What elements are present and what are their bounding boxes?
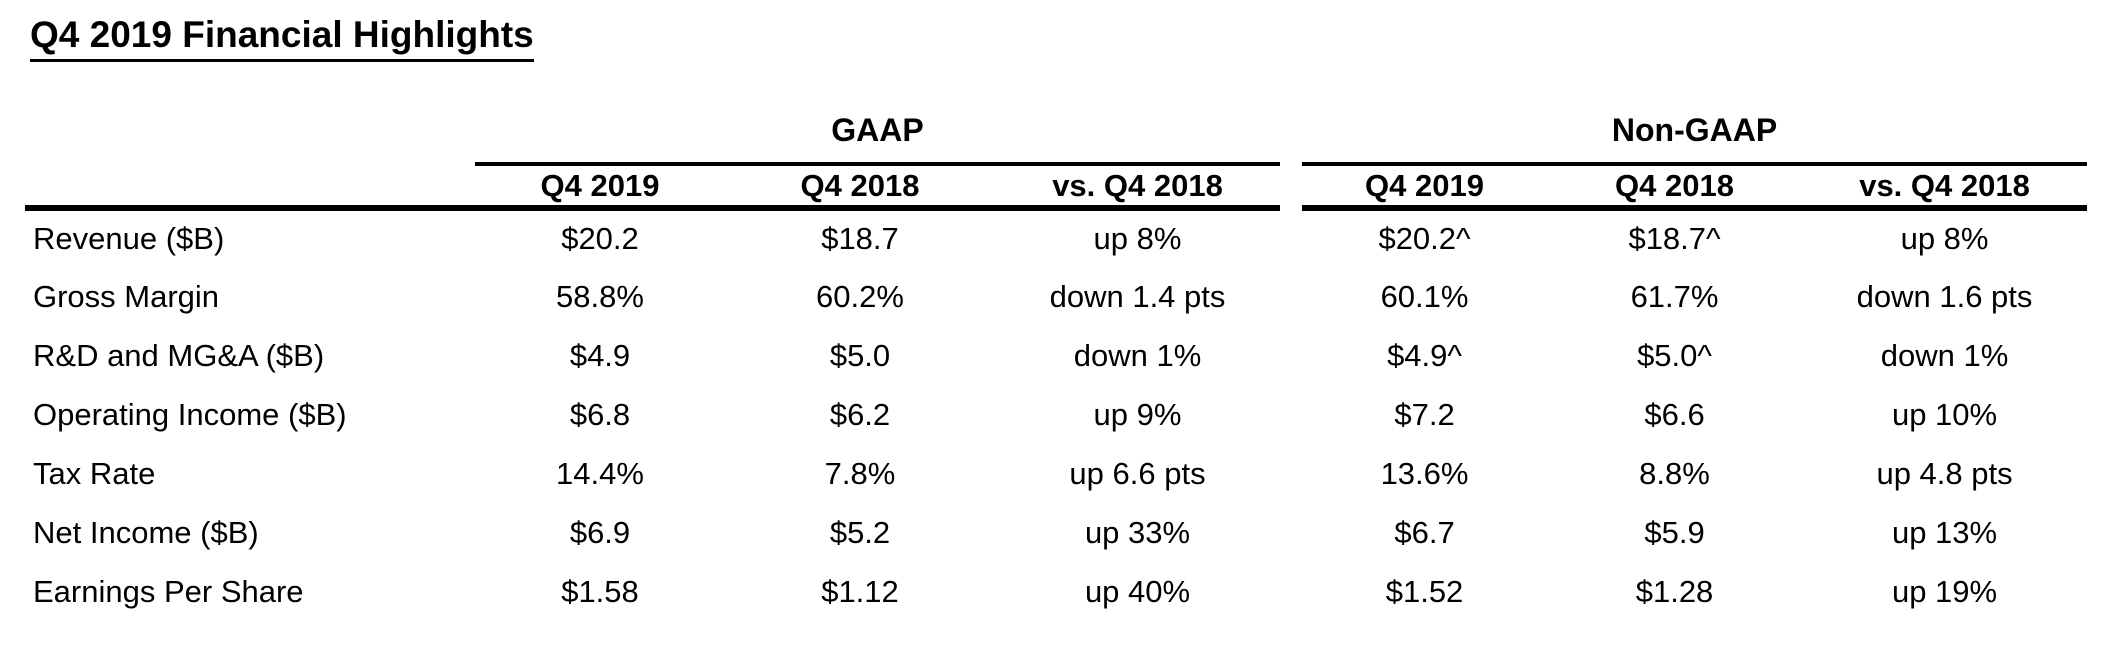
cell-gaap-vs-q4-2018: down 1.4 pts [1049,278,1226,314]
cell-gaap-q4-2018: $5.2 [829,514,891,550]
cell-gaap-q4-2019: $4.9 [569,337,631,373]
cell-nongaap-vs-q4-2018: up 10% [1891,396,1998,432]
cell-nongaap-vs-q4-2018: up 19% [1891,573,1998,609]
cell-gap [1280,385,1302,444]
cell-gaap-vs-q4-2018: up 9% [1093,396,1182,432]
cell-gaap-q4-2018: $5.0 [829,337,891,373]
cell-nongaap-q4-2019: $6.7 [1394,514,1455,550]
row-label: R&D and MG&A ($B) [33,337,325,373]
cell-nongaap-vs-q4-2018: up 8% [1900,221,1989,257]
subheader-gaap-q4-2018: Q4 2018 [725,163,995,211]
subheader-gaap-vs-q4-2018: vs. Q4 2018 [995,163,1281,211]
cell-gaap-q4-2018: 7.8% [824,455,896,491]
cell-nongaap-vs-q4-2018: up 4.8 pts [1876,455,2013,491]
cell-nongaap-vs-q4-2018: up 13% [1891,514,1998,550]
cell-gap [1280,562,1302,621]
subheader-nongaap-q4-2018: Q4 2018 [1547,163,1803,211]
cell-nongaap-q4-2019: 60.1% [1380,278,1469,314]
row-label: Revenue ($B) [33,221,225,257]
subheader-nongaap-vs-q4-2018: vs. Q4 2018 [1802,163,2088,211]
subheader-gap [1280,164,1302,208]
table-row: Earnings Per Share $1.58 $1.12 up 40% $1… [25,562,2087,621]
cell-gaap-q4-2018: 60.2% [816,278,904,314]
cell-nongaap-q4-2019: 13.6% [1380,455,1469,491]
cell-nongaap-q4-2019: $7.2 [1394,396,1455,432]
cell-gap [1280,503,1302,562]
table-row: Tax Rate 14.4% 7.8% up 6.6 pts 13.6% 8.8… [25,444,2087,503]
subheader-gaap-q4-2019: Q4 2019 [475,163,725,211]
table-row: Revenue ($B) $20.2 $18.7 up 8% $20.2^ $1… [25,208,2087,267]
cell-gap [1280,326,1302,385]
cell-gap [1280,444,1302,503]
cell-nongaap-q4-2018: $5.9 [1644,514,1705,550]
cell-gaap-q4-2019: $1.58 [561,573,639,609]
cell-nongaap-q4-2018: $18.7^ [1628,221,1721,257]
group-header-row: GAAP Non-GAAP [25,97,2088,166]
cell-nongaap-vs-q4-2018: down 1% [1880,337,2009,373]
cell-gaap-q4-2018: $18.7 [821,221,899,257]
cell-nongaap-q4-2018: 8.8% [1639,455,1710,491]
cell-gaap-vs-q4-2018: up 8% [1093,221,1182,257]
table-row: Net Income ($B) $6.9 $5.2 up 33% $6.7 $5… [25,503,2087,562]
row-label: Gross Margin [33,278,220,314]
subheader-row: Q4 2019 Q4 2018 vs. Q4 2018 Q4 2019 Q4 2… [25,163,2088,211]
cell-gap [1280,267,1302,326]
group-header-spacer [25,98,475,164]
cell-gaap-vs-q4-2018: down 1% [1073,337,1202,373]
cell-gap [1280,208,1302,267]
subheader-nongaap-q4-2019: Q4 2019 [1302,163,1548,211]
row-label: Net Income ($B) [33,514,259,550]
table-row: Operating Income ($B) $6.8 $6.2 up 9% $7… [25,385,2087,444]
cell-nongaap-q4-2019: $1.52 [1385,573,1464,609]
row-label: Earnings Per Share [33,573,304,609]
cell-gaap-q4-2019: $20.2 [561,221,639,257]
cell-nongaap-q4-2018: $6.6 [1644,396,1705,432]
subheader-spacer [25,163,475,211]
group-header-gaap: GAAP [475,97,1281,166]
cell-nongaap-q4-2018: $1.28 [1635,573,1714,609]
cell-gaap-vs-q4-2018: up 6.6 pts [1069,455,1206,491]
cell-gaap-q4-2019: 14.4% [556,455,644,491]
cell-gaap-q4-2018: $1.12 [821,573,899,609]
table-body: Revenue ($B) $20.2 $18.7 up 8% $20.2^ $1… [25,208,2087,621]
cell-nongaap-vs-q4-2018: down 1.6 pts [1856,278,2033,314]
cell-gaap-q4-2018: $6.2 [829,396,891,432]
group-header-non-gaap: Non-GAAP [1302,97,2088,166]
cell-nongaap-q4-2019: $20.2^ [1378,221,1471,257]
cell-gaap-vs-q4-2018: up 40% [1084,573,1191,609]
page-title: Q4 2019 Financial Highlights [30,14,534,62]
table-row: Gross Margin 58.8% 60.2% down 1.4 pts 60… [25,267,2087,326]
cell-gaap-q4-2019: $6.8 [569,396,631,432]
table-row: R&D and MG&A ($B) $4.9 $5.0 down 1% $4.9… [25,326,2087,385]
cell-gaap-q4-2019: $6.9 [569,514,631,550]
cell-gaap-vs-q4-2018: up 33% [1084,514,1191,550]
cell-nongaap-q4-2019: $4.9^ [1387,337,1462,373]
financial-highlights-table: GAAP Non-GAAP Q4 2019 Q4 2018 vs. Q4 201… [25,97,2088,621]
cell-nongaap-q4-2018: 61.7% [1630,278,1719,314]
row-label: Operating Income ($B) [33,396,347,432]
cell-gaap-q4-2019: 58.8% [556,278,644,314]
cell-nongaap-q4-2018: $5.0^ [1637,337,1712,373]
row-label: Tax Rate [33,455,156,491]
group-gap [1280,98,1302,164]
